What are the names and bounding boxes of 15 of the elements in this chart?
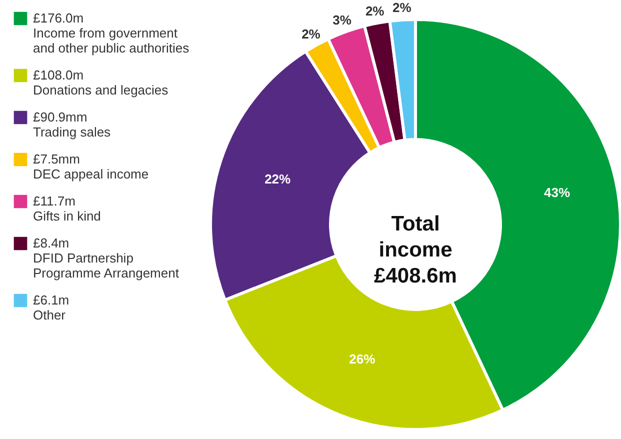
data-label: 2% bbox=[365, 3, 385, 18]
legend-label: £6.1m Other bbox=[33, 292, 70, 322]
text: Total income £408.6m bbox=[374, 212, 457, 288]
legend-label: £90.9mm Trading sales bbox=[33, 110, 112, 140]
data-label: 26% bbox=[349, 351, 376, 366]
legend-label: £7.5mm DEC appeal income bbox=[33, 152, 149, 182]
data-label: 2% bbox=[302, 26, 321, 42]
legend-label: £176.0m Income from government and other public authorities bbox=[33, 10, 190, 56]
data-label: 22% bbox=[264, 172, 292, 187]
legend-label: £108.0m Donations and legacies bbox=[33, 68, 169, 98]
legend-label: £11.7m Gifts in kind bbox=[33, 194, 101, 224]
data-label: 43% bbox=[544, 184, 570, 200]
data-label: 2% bbox=[392, 0, 412, 15]
data-label: 3% bbox=[332, 12, 352, 28]
legend-label: £8.4m DFID Partnership Programme Arrangement bbox=[33, 236, 180, 280]
